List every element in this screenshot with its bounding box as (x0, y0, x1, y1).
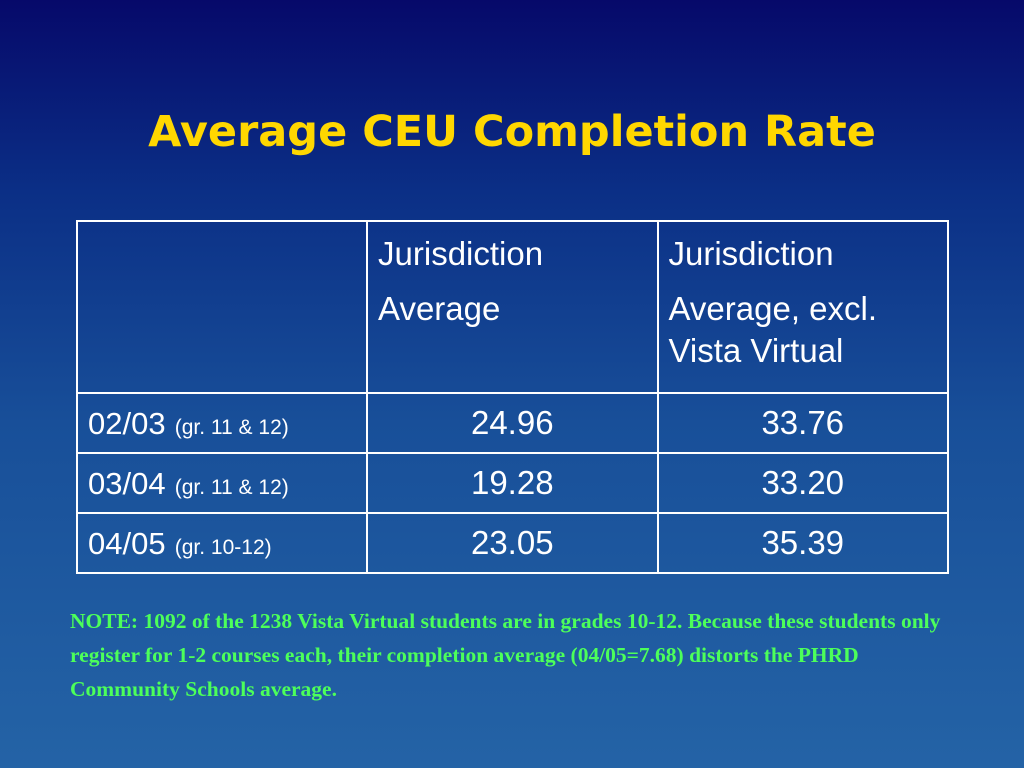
period-cell: 04/05 (gr. 10-12) (75, 512, 369, 574)
grade-label: (gr. 11 & 12) (174, 476, 289, 499)
header-cell-jurisdiction-average: Jurisdiction Average (366, 220, 659, 394)
table-row: 03/04 (gr. 11 & 12) 19.28 33.20 (75, 452, 949, 514)
header-label-line2: Average, excl. Vista Virtual (668, 290, 878, 369)
header-label-line1: Jurisdiction (668, 235, 834, 272)
average-excl-vista-cell: 33.76 (656, 392, 949, 454)
header-cell-empty (75, 220, 369, 394)
period-cell: 03/04 (gr. 11 & 12) (75, 452, 369, 514)
jurisdiction-average-cell: 24.96 (366, 392, 659, 454)
period-label: 02/03 (88, 406, 166, 441)
grade-label: (gr. 10-12) (174, 536, 272, 559)
period-label: 03/04 (88, 466, 166, 501)
grade-label: (gr. 11 & 12) (174, 416, 289, 439)
table-header-row: Jurisdiction Average Jurisdiction Averag… (75, 220, 949, 394)
slide-title: Average CEU Completion Rate (148, 107, 876, 157)
header-cell-average-excl-vista: Jurisdiction Average, excl. Vista Virtua… (656, 220, 949, 394)
table-row: 04/05 (gr. 10-12) 23.05 35.39 (75, 512, 949, 574)
jurisdiction-average-cell: 23.05 (366, 512, 659, 574)
average-excl-vista-cell: 33.20 (656, 452, 949, 514)
header-label-line1: Jurisdiction (378, 235, 544, 272)
period-cell: 02/03 (gr. 11 & 12) (75, 392, 369, 454)
header-label-line2: Average (378, 290, 501, 327)
table-row: 02/03 (gr. 11 & 12) 24.96 33.76 (75, 392, 949, 454)
average-excl-vista-cell: 35.39 (656, 512, 949, 574)
jurisdiction-average-cell: 19.28 (366, 452, 659, 514)
note-text: NOTE: 1092 of the 1238 Vista Virtual stu… (70, 609, 941, 701)
period-label: 04/05 (88, 526, 166, 561)
completion-rate-table: Jurisdiction Average Jurisdiction Averag… (75, 220, 949, 574)
